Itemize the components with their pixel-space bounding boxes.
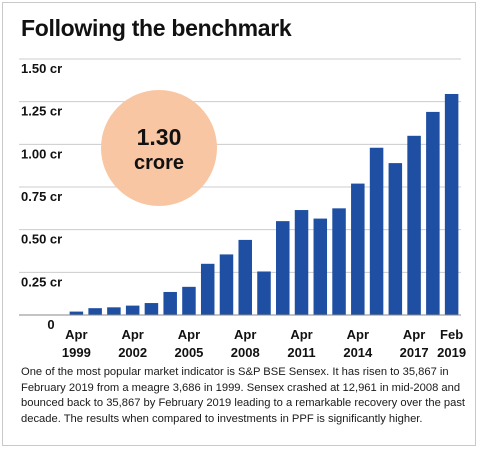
y-tick-label: 1.25 cr bbox=[21, 104, 62, 119]
y-tick-label: 0.75 cr bbox=[21, 189, 62, 204]
bar-2017 bbox=[407, 135, 421, 315]
chart-caption: One of the most popular market indicator… bbox=[21, 366, 466, 425]
bar-2014 bbox=[351, 183, 365, 315]
bar-2003 bbox=[144, 303, 159, 315]
bar-2004 bbox=[163, 291, 177, 315]
chart-card: Following the benchmark 1.50 cr 1.25 cr 1.… bbox=[2, 2, 476, 446]
x-tick-month: Apr bbox=[290, 327, 312, 342]
x-tick-month: Apr bbox=[65, 327, 87, 342]
bar-2010 bbox=[276, 221, 290, 315]
bar-2006 bbox=[200, 263, 215, 315]
callout-value: 1.30 bbox=[137, 124, 182, 150]
bar-2016 bbox=[388, 163, 403, 315]
y-tick-label: 0 bbox=[47, 317, 54, 332]
bar-2011 bbox=[294, 210, 309, 315]
x-tick-month: Apr bbox=[347, 327, 369, 342]
x-tick-year: 2017 bbox=[400, 345, 429, 360]
x-tick-month: Apr bbox=[234, 327, 256, 342]
bar-2007 bbox=[219, 254, 234, 315]
x-tick-month: Apr bbox=[178, 327, 200, 342]
x-tick-year: 2008 bbox=[231, 345, 260, 360]
bar-2000 bbox=[88, 308, 102, 315]
chart-title: Following the benchmark bbox=[21, 15, 292, 41]
x-tick-year: 2014 bbox=[343, 345, 373, 360]
y-tick-label: 0.25 cr bbox=[21, 274, 62, 289]
bar-2015 bbox=[369, 147, 384, 315]
bar-2002 bbox=[125, 305, 140, 315]
x-tick-year: 2005 bbox=[174, 345, 203, 360]
bar-2019 bbox=[444, 93, 459, 315]
callout-unit: crore bbox=[134, 152, 184, 174]
callout-circle bbox=[101, 90, 217, 206]
x-axis-labels: Apr 1999 Apr 2002 Apr 2005 Apr 2008 Apr 2011 Apr 20… bbox=[62, 327, 466, 360]
bars bbox=[69, 93, 459, 315]
x-tick-year: 2019 bbox=[437, 345, 466, 360]
bar-1999 bbox=[69, 311, 84, 315]
x-tick-month: Feb bbox=[440, 327, 463, 342]
y-tick-label: 1.50 cr bbox=[21, 61, 62, 76]
y-tick-label: 0.50 cr bbox=[21, 232, 62, 247]
bar-2013 bbox=[332, 208, 346, 315]
bar-2005 bbox=[182, 286, 196, 315]
bar-2009 bbox=[257, 271, 271, 315]
value-callout: 1.30 crore bbox=[101, 90, 217, 206]
bar-2018 bbox=[426, 111, 440, 315]
y-axis-labels: 1.50 cr 1.25 cr 1.00 cr 0.75 cr 0.50 cr 0.25 … bbox=[21, 61, 62, 332]
bar-2012 bbox=[313, 218, 328, 315]
x-tick-month: Apr bbox=[403, 327, 425, 342]
x-tick-month: Apr bbox=[121, 327, 143, 342]
bar-2008 bbox=[238, 239, 252, 315]
x-tick-year: 1999 bbox=[62, 345, 91, 360]
y-tick-label: 1.00 cr bbox=[21, 146, 62, 161]
x-tick-year: 2002 bbox=[118, 345, 147, 360]
bar-2001 bbox=[107, 307, 121, 315]
x-tick-year: 2011 bbox=[287, 345, 315, 360]
bar-chart: 1.50 cr 1.25 cr 1.00 cr 0.75 cr 0.50 cr 0.25 … bbox=[19, 58, 466, 360]
